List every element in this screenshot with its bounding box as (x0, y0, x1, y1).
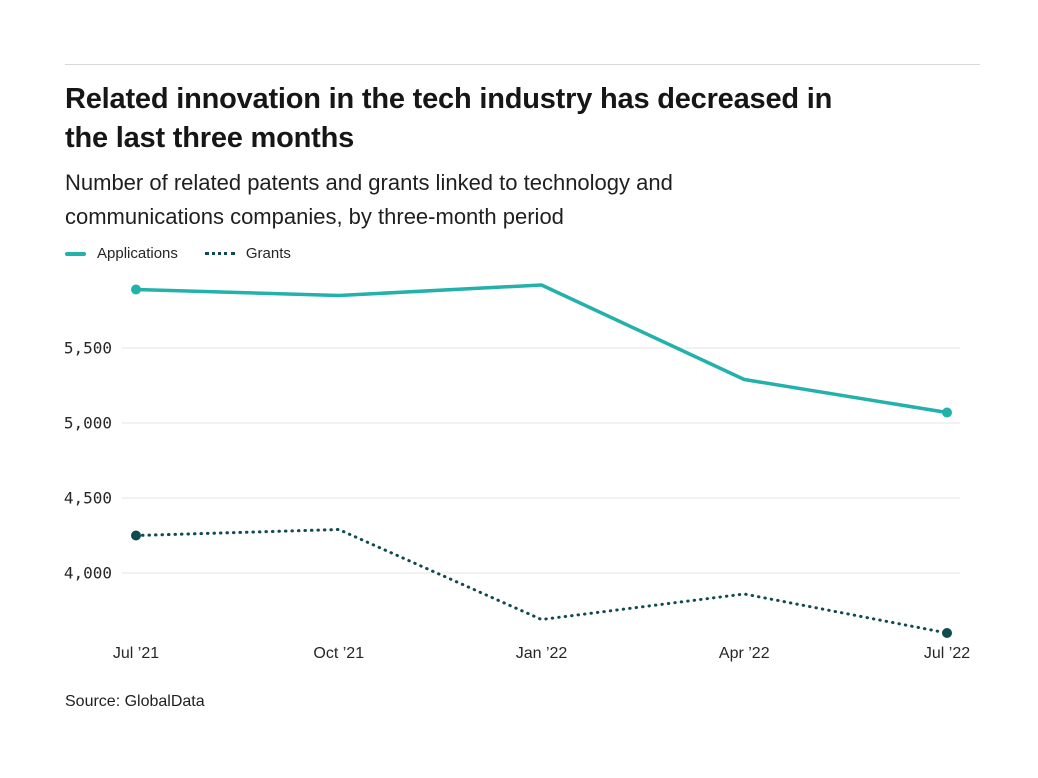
chart-title: Related innovation in the tech industry … (65, 80, 985, 158)
x-axis-tick-label: Jan ’22 (516, 645, 568, 662)
y-axis-tick-label: 4,500 (64, 489, 112, 508)
series-marker-grants (942, 628, 952, 638)
y-axis-tick-label: 5,000 (64, 414, 112, 433)
x-axis-tick-label: Jul ’22 (924, 645, 970, 662)
y-axis-tick-label: 5,500 (64, 339, 112, 358)
y-axis-tick-label: 4,000 (64, 564, 112, 583)
legend-label-applications: Applications (97, 245, 178, 262)
chart-subtitle: Number of related patents and grants lin… (65, 166, 865, 234)
series-marker-applications (942, 407, 952, 418)
solid-line-swatch-icon (65, 251, 86, 256)
x-axis-tick-label: Oct ’21 (313, 645, 364, 662)
top-divider-rule (65, 64, 980, 65)
legend-label-grants: Grants (245, 245, 291, 262)
series-line-applications (135, 283, 948, 415)
x-axis-tick-label: Apr ’22 (719, 645, 770, 662)
series-line-grants (134, 527, 949, 635)
chart-legend: Applications Grants (65, 245, 291, 262)
chart-title-line-2: the last three months (65, 122, 355, 154)
x-axis-tick-label: Jul ’21 (113, 645, 159, 662)
chart-subtitle-line-1: Number of related patents and grants lin… (65, 170, 673, 195)
chart-subtitle-line-2: communications companies, by three-month… (65, 204, 564, 229)
chart-title-line-1: Related innovation in the tech industry … (65, 83, 833, 115)
legend-item-applications: Applications (65, 245, 178, 262)
series-marker-grants (131, 530, 141, 541)
series-marker-applications (131, 284, 141, 295)
legend-item-grants: Grants (204, 245, 291, 262)
dotted-line-swatch-icon (204, 252, 235, 255)
source-note: Source: GlobalData (65, 693, 205, 710)
